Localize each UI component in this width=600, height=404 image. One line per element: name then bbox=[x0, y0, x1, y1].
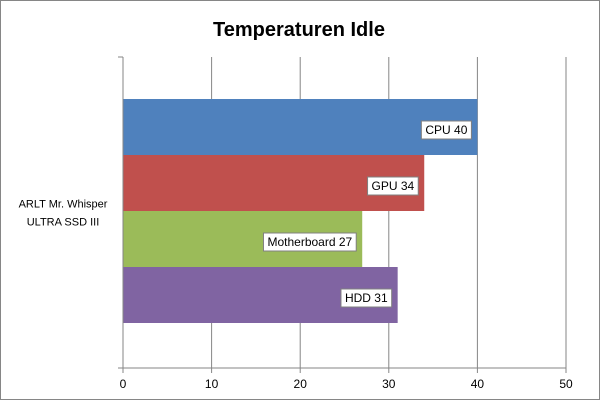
x-tick-label: 0 bbox=[120, 377, 127, 391]
data-label-box bbox=[420, 120, 472, 140]
chart-title: Temperaturen Idle bbox=[213, 19, 385, 41]
data-label-gpu: GPU 34 bbox=[367, 176, 419, 196]
bar-cpu bbox=[123, 99, 478, 155]
x-tick-label: 50 bbox=[559, 377, 573, 391]
data-label-text: Motherboard 27 bbox=[267, 235, 352, 249]
axes: 0 10 20 30 40 50 ARLT Mr. Whisper ULTRA SSD III bbox=[19, 56, 573, 391]
data-label-box bbox=[340, 288, 393, 308]
category-label: ULTRA SSD III bbox=[27, 217, 100, 229]
data-label-motherboard: Motherboard 27 bbox=[262, 232, 357, 252]
data-label-text: CPU 40 bbox=[425, 123, 467, 137]
x-tick-label: 10 bbox=[205, 377, 219, 391]
data-label-text: GPU 34 bbox=[372, 179, 415, 193]
x-tick-label: 20 bbox=[294, 377, 308, 391]
data-label-hdd: HDD 31 bbox=[340, 288, 393, 308]
x-tick-label: 40 bbox=[471, 377, 485, 391]
category-label: ARLT Mr. Whisper bbox=[19, 199, 108, 211]
x-tick-label: 30 bbox=[382, 377, 396, 391]
data-label-cpu: CPU 40 bbox=[420, 120, 472, 140]
data-label-text: HDD 31 bbox=[345, 291, 388, 305]
data-label-box bbox=[262, 232, 357, 252]
data-label-box bbox=[367, 176, 419, 196]
data-labels: CPU 40 GPU 34 Motherboard 27 HDD 31 bbox=[262, 120, 472, 308]
